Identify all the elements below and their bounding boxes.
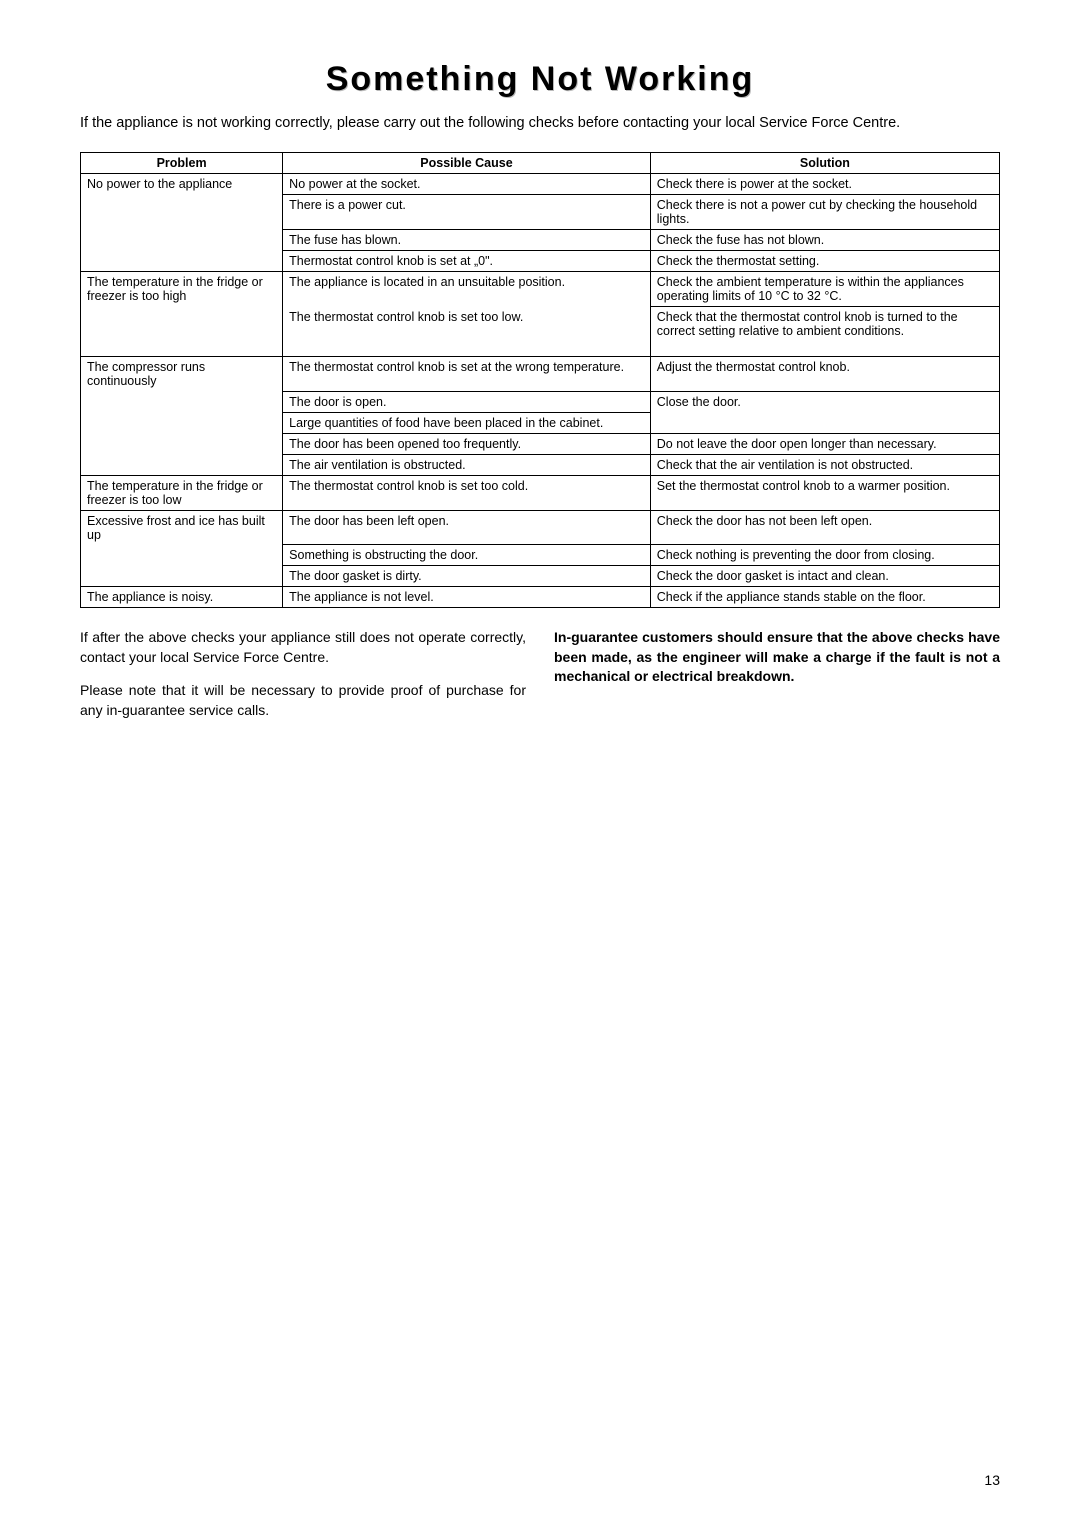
footer-left-2: Please note that it will be necessary to… <box>80 681 526 720</box>
table-header-row: Problem Possible Cause Solution <box>81 153 1000 174</box>
cell-solution: Close the door. <box>650 391 999 412</box>
cell-cause: The door is open. <box>283 391 651 412</box>
cell-cause: The door has been opened too frequently. <box>283 433 651 454</box>
table-row: There is a power cut. Check there is not… <box>81 195 1000 230</box>
cell-solution: Check nothing is preventing the door fro… <box>650 545 999 566</box>
cell-problem <box>81 230 283 251</box>
cell-solution: Do not leave the door open longer than n… <box>650 433 999 454</box>
footer-left-1: If after the above checks your appliance… <box>80 628 526 667</box>
footer-left-col: If after the above checks your appliance… <box>80 628 526 734</box>
table-row: Thermostat control knob is set at „0". C… <box>81 251 1000 272</box>
cell-cause: The air ventilation is obstructed. <box>283 454 651 475</box>
page-title: Something Not Working <box>80 60 1000 99</box>
cell-problem <box>81 412 283 433</box>
table-row: The appliance is noisy. The appliance is… <box>81 587 1000 608</box>
header-problem: Problem <box>81 153 283 174</box>
cell-cause: The thermostat control knob is set at th… <box>283 357 651 392</box>
cell-solution: Check the door has not been left open. <box>650 510 999 545</box>
cell-cause: Large quantities of food have been place… <box>283 412 651 433</box>
cell-problem <box>81 251 283 272</box>
cell-solution: Check the thermostat setting. <box>650 251 999 272</box>
cell-problem: The compressor runs continuously <box>81 357 283 392</box>
cell-problem: No power to the appliance <box>81 174 283 195</box>
page-number: 13 <box>984 1472 1000 1488</box>
cell-solution: Check that the air ventilation is not ob… <box>650 454 999 475</box>
cell-problem: Excessive frost and ice has built up <box>81 510 283 545</box>
cell-cause: The thermostat control knob is set too c… <box>283 475 651 510</box>
cell-cause: The appliance is located in an unsuitabl… <box>283 272 651 307</box>
table-row: Large quantities of food have been place… <box>81 412 1000 433</box>
cell-cause: No power at the socket. <box>283 174 651 195</box>
cell-cause: The thermostat control knob is set too l… <box>283 307 651 357</box>
cell-solution: Adjust the thermostat control knob. <box>650 357 999 392</box>
table-row: The door gasket is dirty. Check the door… <box>81 566 1000 587</box>
cell-cause: The door gasket is dirty. <box>283 566 651 587</box>
cell-problem <box>81 391 283 412</box>
table-row: The air ventilation is obstructed. Check… <box>81 454 1000 475</box>
cell-problem: The appliance is noisy. <box>81 587 283 608</box>
table-row: The fuse has blown. Check the fuse has n… <box>81 230 1000 251</box>
cell-problem <box>81 195 283 230</box>
table-row: Something is obstructing the door. Check… <box>81 545 1000 566</box>
table-row: The compressor runs continuously The the… <box>81 357 1000 392</box>
intro-text: If the appliance is not working correctl… <box>80 113 1000 134</box>
header-cause: Possible Cause <box>283 153 651 174</box>
table-row: The temperature in the fridge or freezer… <box>81 272 1000 307</box>
cell-problem <box>81 545 283 566</box>
cell-cause: Thermostat control knob is set at „0". <box>283 251 651 272</box>
cell-problem: The temperature in the fridge or freezer… <box>81 475 283 510</box>
table-row: The door has been opened too frequently.… <box>81 433 1000 454</box>
cell-cause: The door has been left open. <box>283 510 651 545</box>
cell-solution: Check there is not a power cut by checki… <box>650 195 999 230</box>
table-row: The temperature in the fridge or freezer… <box>81 475 1000 510</box>
table-row: The door is open. Close the door. <box>81 391 1000 412</box>
header-solution: Solution <box>650 153 999 174</box>
cell-cause: Something is obstructing the door. <box>283 545 651 566</box>
cell-solution <box>650 412 999 433</box>
cell-solution: Check that the thermostat control knob i… <box>650 307 999 357</box>
cell-solution: Check the door gasket is intact and clea… <box>650 566 999 587</box>
cell-problem: The temperature in the fridge or freezer… <box>81 272 283 357</box>
footer-right: In-guarantee customers should ensure tha… <box>554 628 1000 687</box>
footer-right-col: In-guarantee customers should ensure tha… <box>554 628 1000 734</box>
cell-solution: Check there is power at the socket. <box>650 174 999 195</box>
cell-cause: There is a power cut. <box>283 195 651 230</box>
cell-problem <box>81 566 283 587</box>
table-row: No power to the appliance No power at th… <box>81 174 1000 195</box>
cell-solution: Check if the appliance stands stable on … <box>650 587 999 608</box>
cell-problem <box>81 454 283 475</box>
troubleshoot-table: Problem Possible Cause Solution No power… <box>80 152 1000 608</box>
cell-solution: Check the ambient temperature is within … <box>650 272 999 307</box>
cell-problem <box>81 433 283 454</box>
cell-solution: Check the fuse has not blown. <box>650 230 999 251</box>
footer-columns: If after the above checks your appliance… <box>80 628 1000 734</box>
cell-solution: Set the thermostat control knob to a war… <box>650 475 999 510</box>
table-row: Excessive frost and ice has built up The… <box>81 510 1000 545</box>
cell-cause: The appliance is not level. <box>283 587 651 608</box>
cell-cause: The fuse has blown. <box>283 230 651 251</box>
